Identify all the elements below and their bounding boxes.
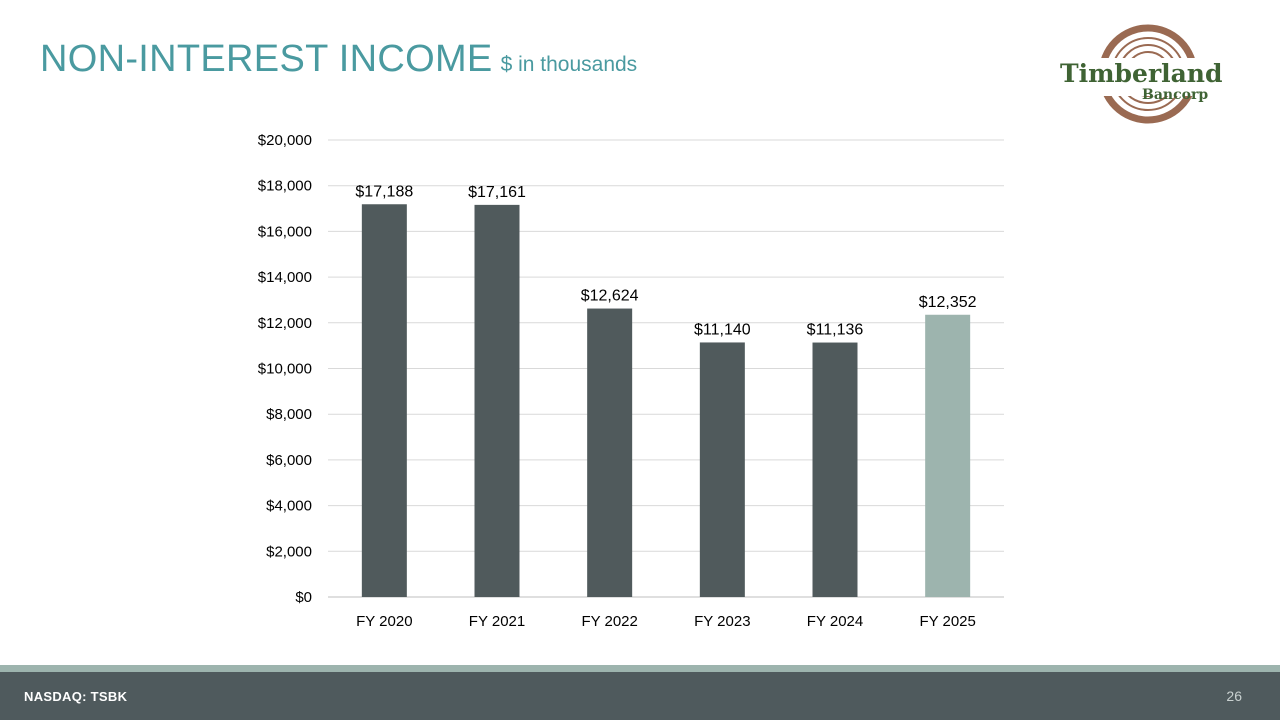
timberland-logo: Timberland Bancorp bbox=[1056, 24, 1226, 124]
bar-fy-2021 bbox=[474, 204, 520, 597]
y-tick-label: $8,000 bbox=[266, 406, 312, 423]
bar-value-label: $12,624 bbox=[581, 288, 639, 305]
y-tick-label: $10,000 bbox=[258, 361, 312, 378]
y-tick-label: $20,000 bbox=[258, 132, 312, 149]
bar-fy-2023 bbox=[699, 342, 745, 597]
title-subtitle: $ in thousands bbox=[500, 53, 638, 76]
bar-fy-2025 bbox=[925, 314, 971, 597]
x-tick-label: FY 2025 bbox=[919, 613, 975, 630]
x-tick-label: FY 2023 bbox=[694, 613, 750, 630]
bar-value-label: $17,161 bbox=[468, 184, 526, 201]
y-tick-label: $0 bbox=[295, 589, 312, 606]
page-number: 26 bbox=[1226, 688, 1242, 704]
y-tick-label: $2,000 bbox=[266, 543, 312, 560]
logo-text-primary: Timberland bbox=[1060, 59, 1222, 88]
page-title: NON-INTEREST INCOME $ in thousands bbox=[40, 38, 637, 81]
logo-text-secondary: Bancorp bbox=[1142, 87, 1208, 103]
y-tick-label: $6,000 bbox=[266, 452, 312, 469]
x-tick-label: FY 2022 bbox=[581, 613, 637, 630]
bar-value-label: $11,140 bbox=[694, 321, 751, 338]
bar-fy-2024 bbox=[812, 342, 858, 597]
footer-bar: NASDAQ: TSBK 26 bbox=[0, 672, 1280, 720]
bar-value-label: $17,188 bbox=[355, 183, 413, 200]
x-tick-label: FY 2021 bbox=[469, 613, 525, 630]
y-tick-label: $12,000 bbox=[258, 315, 312, 332]
footer-accent-stripe bbox=[0, 665, 1280, 672]
footer-ticker: NASDAQ: TSBK bbox=[24, 689, 128, 704]
y-tick-label: $18,000 bbox=[258, 178, 312, 195]
x-tick-label: FY 2024 bbox=[807, 613, 863, 630]
bar-value-label: $12,352 bbox=[919, 294, 977, 311]
bar-fy-2020 bbox=[361, 204, 407, 597]
y-tick-label: $16,000 bbox=[258, 223, 312, 240]
bar-value-label: $11,136 bbox=[807, 322, 864, 339]
title-main: NON-INTEREST INCOME bbox=[40, 38, 493, 80]
non-interest-income-bar-chart: $0 $2,000 $4,000 $6,000 $8,000 $10,000 $12,000… bbox=[258, 132, 1004, 630]
bar-fy-2022 bbox=[587, 308, 633, 597]
y-tick-label: $4,000 bbox=[266, 498, 312, 515]
y-tick-label: $14,000 bbox=[258, 269, 312, 286]
x-tick-label: FY 2020 bbox=[356, 613, 412, 630]
